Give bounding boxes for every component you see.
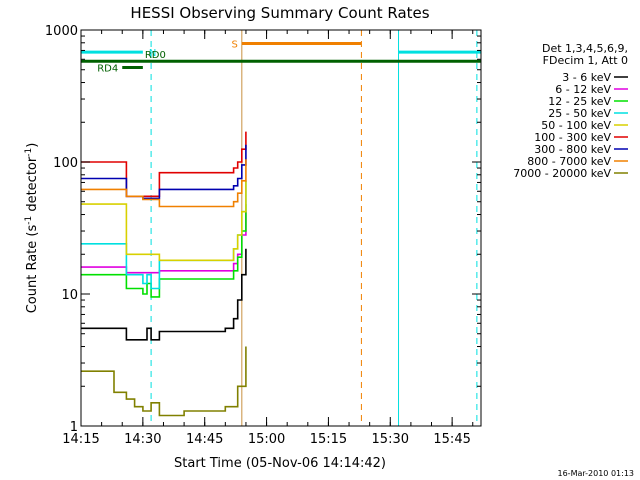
series-line-3: [81, 204, 247, 298]
legend-label-4: 25 - 50 keV: [548, 107, 611, 120]
y-axis-label-sup1: -1: [24, 216, 34, 225]
x-tick-label-2: 14:30: [124, 432, 161, 447]
legend-label-5: 50 - 100 keV: [541, 119, 611, 132]
y-axis-label-end: ): [25, 143, 40, 148]
flag-label-4: RD4: [97, 63, 118, 74]
legend: Det 1,3,4,5,6,9, FDecim 1, Att 0 3 - 6 k…: [513, 42, 628, 180]
series-line-9: [81, 346, 247, 417]
series-line-8: [81, 159, 247, 208]
series-line-7: [81, 144, 247, 200]
y-tick-label-4: 1000: [45, 24, 78, 39]
legend-label-9: 7000 - 20000 keV: [513, 167, 611, 180]
series-line-2: [81, 211, 247, 274]
x-axis-label: Start Time (05-Nov-06 14:14:42): [174, 456, 386, 471]
series-line-6: [81, 131, 247, 198]
x-tick-label-7: 15:45: [433, 432, 470, 447]
legend-label-3: 12 - 25 keV: [548, 95, 611, 108]
flag-label-5: S: [231, 40, 237, 51]
legend-label-7: 300 - 800 keV: [534, 143, 611, 156]
legend-label-2: 6 - 12 keV: [555, 83, 611, 96]
x-tick-label-1: 14:15: [62, 432, 99, 447]
y-tick-label-1: 1: [70, 420, 78, 435]
x-tick-label-4: 15:00: [248, 432, 285, 447]
timestamp: 16-Mar-2010 01:13: [557, 469, 635, 478]
legend-header-2: FDecim 1, Att 0: [543, 54, 628, 67]
series-line-1: [81, 248, 247, 341]
chart-title: HESSI Observing Summary Count Rates: [130, 4, 429, 22]
flag-label-1: N: [149, 48, 156, 59]
y-tick-label-3: 100: [53, 156, 78, 171]
y-axis-label-mid: detector: [25, 156, 40, 216]
x-tick-label-3: 14:45: [186, 432, 223, 447]
series-line-5: [81, 180, 247, 262]
plot-frame: [80, 29, 482, 427]
y-axis-label: Count Rate (s-1 detector-1): [24, 143, 40, 314]
legend-label-6: 100 - 300 keV: [534, 131, 611, 144]
y-axis-label-main: Count Rate (s: [25, 225, 40, 314]
y-tick-label-2: 10: [61, 288, 78, 303]
legend-label-1: 3 - 6 keV: [562, 71, 611, 84]
x-tick-label-6: 15:30: [372, 432, 409, 447]
series-line-4: [81, 180, 247, 290]
legend-label-8: 800 - 7000 keV: [527, 155, 611, 168]
flag-label-3: RD0: [145, 50, 166, 61]
x-tick-label-5: 15:15: [310, 432, 347, 447]
legend-header-1: Det 1,3,4,5,6,9,: [542, 42, 628, 55]
y-axis-label-sup2: -1: [24, 148, 34, 157]
